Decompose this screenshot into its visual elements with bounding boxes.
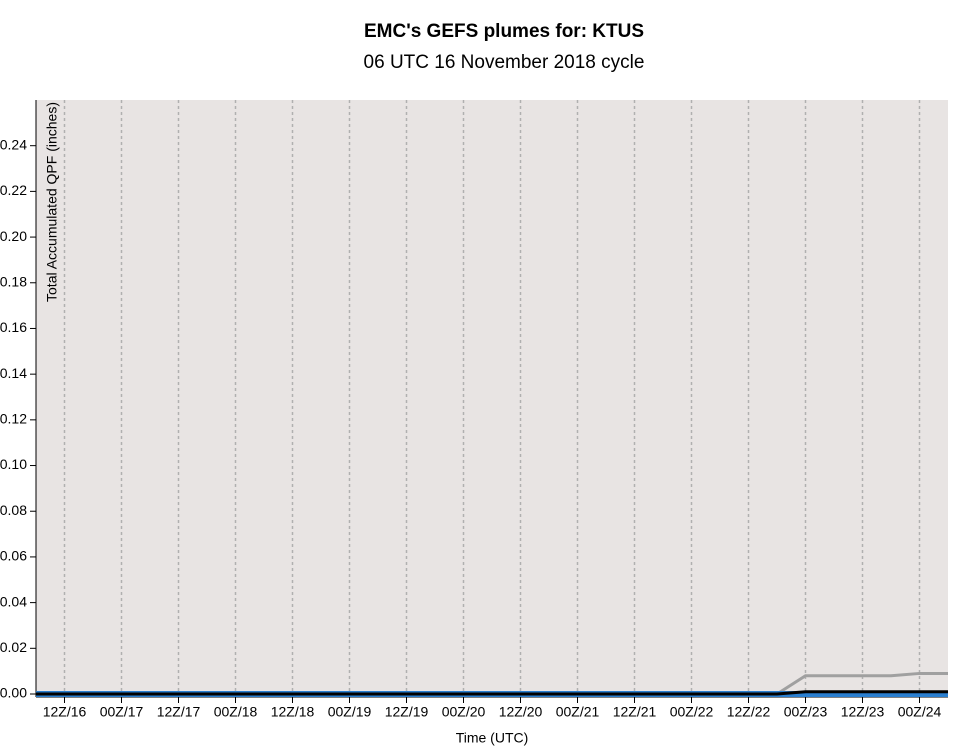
y-tick-label: 0.22: [0, 182, 27, 198]
x-tick-label: 12Z/20: [499, 704, 543, 720]
plot-area: [36, 100, 948, 697]
x-tick-label: 00Z/23: [784, 704, 828, 720]
x-tick-label: 12Z/16: [43, 704, 87, 720]
y-tick-label: 0.04: [0, 593, 27, 609]
y-tick-label: 0.14: [0, 365, 27, 381]
chart-subtitle: 06 UTC 16 November 2018 cycle: [364, 52, 645, 73]
x-tick-label: 00Z/21: [556, 704, 600, 720]
x-tick-label: 12Z/18: [271, 704, 315, 720]
x-tick-label: 12Z/22: [727, 704, 771, 720]
chart-title: EMC's GEFS plumes for: KTUS: [364, 21, 644, 42]
y-axis-label: Total Accumulated QPF (inches): [44, 102, 60, 302]
y-tick-label: 0.24: [0, 136, 27, 152]
y-tick-label: 0.06: [0, 548, 27, 564]
x-axis-label: Time (UTC): [456, 730, 529, 746]
series-line: [36, 690, 948, 696]
x-tick-label: 12Z/23: [841, 704, 885, 720]
x-tick-label: 00Z/18: [214, 704, 258, 720]
y-tick-label: 0.00: [0, 685, 27, 701]
x-tick-label: 12Z/21: [613, 704, 657, 720]
x-tick-label: 00Z/24: [898, 704, 942, 720]
y-tick-label: 0.16: [0, 319, 27, 335]
y-tick-label: 0.08: [0, 502, 27, 518]
x-tick-label: 12Z/19: [385, 704, 429, 720]
x-tick-label: 00Z/19: [328, 704, 372, 720]
x-tick-label: 00Z/20: [442, 704, 486, 720]
x-tick-label: 00Z/22: [670, 704, 714, 720]
y-tick-label: 0.02: [0, 639, 27, 655]
x-tick-label: 00Z/17: [100, 704, 144, 720]
x-tick-label: 12Z/17: [157, 704, 201, 720]
y-tick-label: 0.20: [0, 228, 27, 244]
y-tick-label: 0.10: [0, 456, 27, 472]
y-tick-label: 0.12: [0, 411, 27, 427]
y-tick-label: 0.18: [0, 273, 27, 289]
